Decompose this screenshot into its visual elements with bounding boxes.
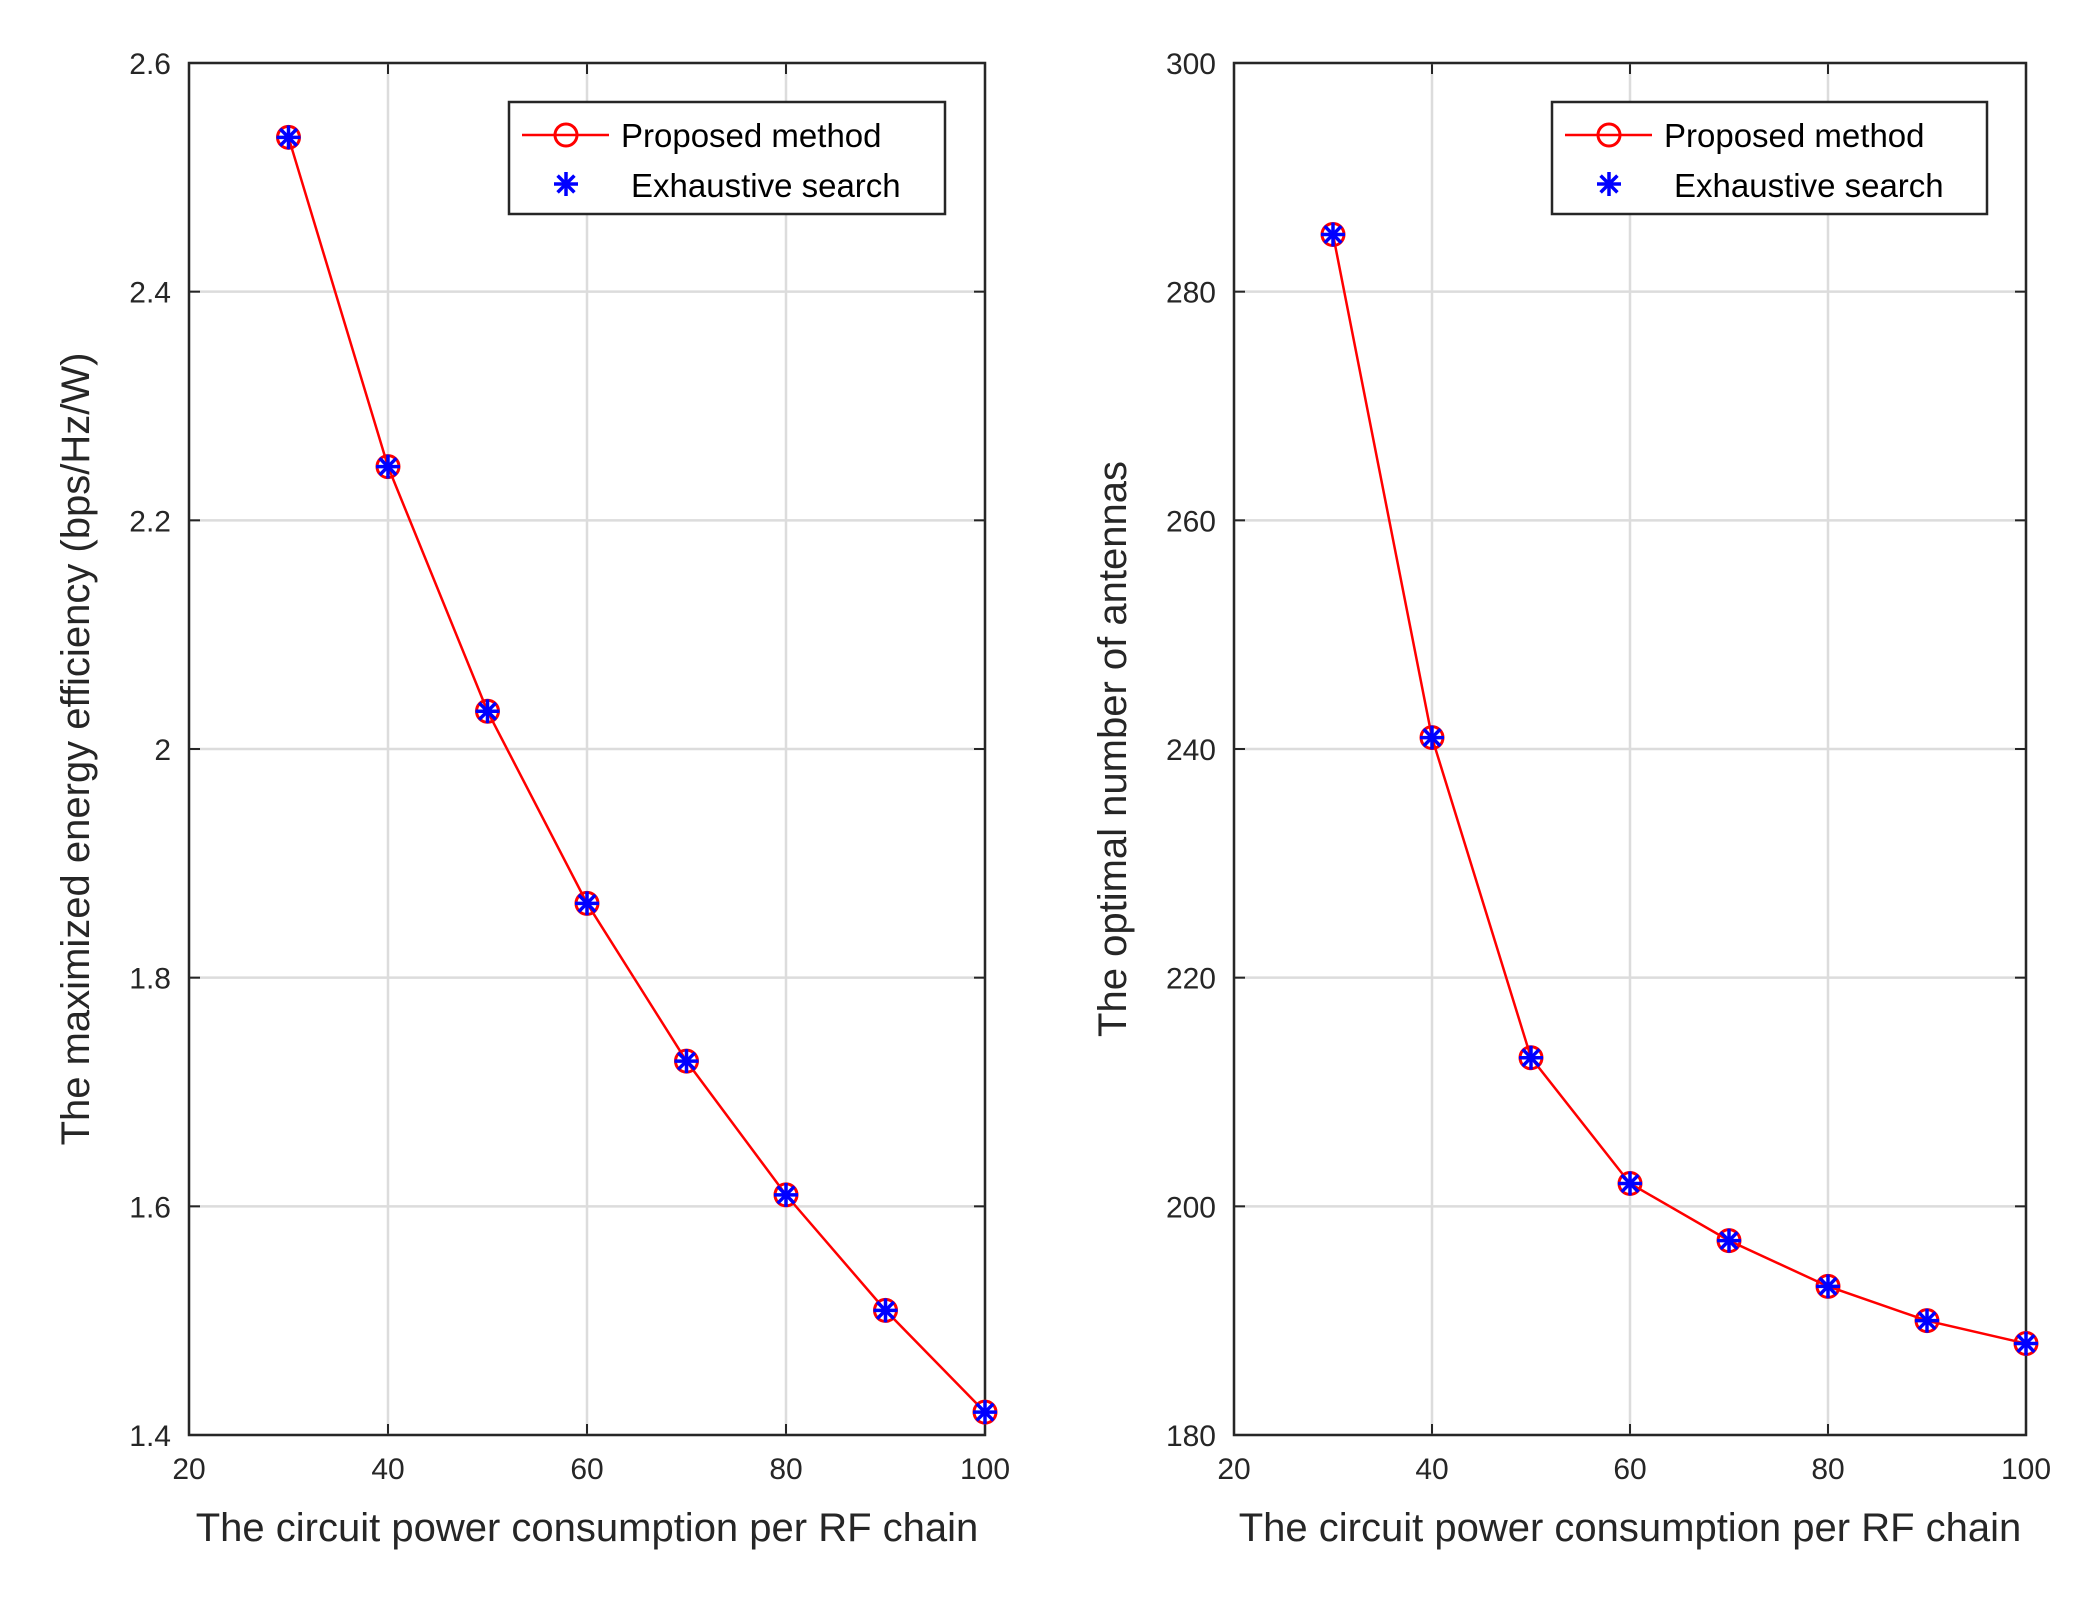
asterisk-stroke [2016,1333,2036,1354]
asterisk-marker [774,1182,798,1207]
x-tick-label: 80 [769,1453,802,1486]
y-tick-label: 2.2 [129,505,171,538]
y-tick-label: 2.4 [129,277,171,310]
legend-label-exhaustive: Exhaustive search [631,167,901,204]
x-axis-label: The circuit power consumption per RF cha… [1239,1506,2022,1550]
axes-box [187,61,987,1437]
asterisk-marker [1717,1228,1741,1253]
x-tick-label: 20 [172,1453,205,1486]
y-tick-label: 280 [1166,277,1216,310]
x-axis-label: The circuit power consumption per RF cha… [196,1506,979,1550]
y-tick-label: 1.4 [129,1420,171,1453]
asterisk-stroke [1719,1230,1739,1251]
asterisk-stroke [556,174,576,194]
x-tick-label: 60 [1613,1453,1646,1486]
asterisk-marker [1519,1045,1543,1070]
asterisk-marker [1321,222,1345,247]
asterisk-marker [674,1049,699,1074]
asterisk-marker [276,125,301,150]
y-tick-label: 1.6 [129,1191,171,1224]
asterisk-marker [1915,1308,1939,1333]
asterisk-stroke [676,1051,697,1071]
asterisk-stroke [1521,1048,1541,1068]
x-tick-label: 40 [371,1453,404,1486]
y-tick-label: 300 [1166,48,1216,81]
x-tick-label: 60 [570,1453,603,1486]
y-tick-label: 2.6 [129,48,171,81]
asterisk-marker [1618,1171,1642,1196]
asterisk-stroke [776,1185,796,1205]
asterisk-marker [554,172,578,196]
y-tick-label: 220 [1166,963,1216,996]
series-line-1 [1331,234,2027,1345]
legend-circle-icon [1596,122,1622,148]
y-tick-label: 180 [1166,1420,1216,1453]
x-tick-label: 80 [1811,1453,1844,1486]
legend-box [1550,100,1989,216]
asterisk-stroke [1620,1173,1640,1194]
asterisk-marker [376,454,400,479]
asterisk-marker [973,1400,997,1425]
y-tick-label: 240 [1166,734,1216,767]
legend-box [507,100,947,216]
x-tick-label: 20 [1217,1453,1250,1486]
asterisk-stroke [875,1300,896,1321]
asterisk-stroke [477,701,498,721]
y-axis-label: The maximized energy efficiency (bps/Hz/… [54,353,98,1146]
y-tick-label: 1.8 [129,963,171,996]
legend-circle-icon [553,122,579,148]
asterisk-stroke [1599,174,1619,194]
series-line-1 [287,136,986,1414]
asterisk-stroke [378,456,398,477]
asterisk-marker [1816,1274,1840,1299]
asterisk-stroke [1323,224,1343,245]
y-tick-label: 200 [1166,1191,1216,1224]
asterisk-stroke [1422,727,1442,748]
legend-label-proposed: Proposed method [621,117,882,154]
legend: Proposed method Exhaustive search [1550,100,1989,216]
asterisk-stroke [1818,1276,1838,1297]
legend: Proposed method Exhaustive search [507,100,947,216]
x-tick-label: 40 [1415,1453,1448,1486]
x-tick-label: 100 [960,1453,1010,1486]
y-tick-label: 260 [1166,505,1216,538]
asterisk-marker [2014,1331,2038,1356]
asterisk-stroke [1917,1311,1937,1331]
asterisk-stroke [577,893,597,913]
x-tick-label: 100 [2001,1453,2051,1486]
asterisk-marker [1420,725,1444,750]
axes-box [1232,61,2028,1437]
asterisk-marker [1597,172,1621,196]
legend-label-proposed: Proposed method [1664,117,1925,154]
asterisk-marker [575,891,599,916]
y-tick-label: 2 [154,734,171,767]
asterisk-stroke [278,127,299,147]
chart-panel-1: 20 40 60 80 100 1.4 1.6 1.8 2 2.2 2.4 2.6 The circui… [54,48,1010,1550]
legend-label-exhaustive: Exhaustive search [1674,167,1944,204]
asterisk-marker [475,699,500,724]
asterisk-marker [873,1298,898,1323]
asterisk-stroke [975,1402,995,1422]
y-axis-label: The optimal number of antennas [1091,461,1135,1037]
chart-panel-2: 20 40 60 80 100 180 200 220 240 260 280 300 The circ… [1091,48,2051,1550]
